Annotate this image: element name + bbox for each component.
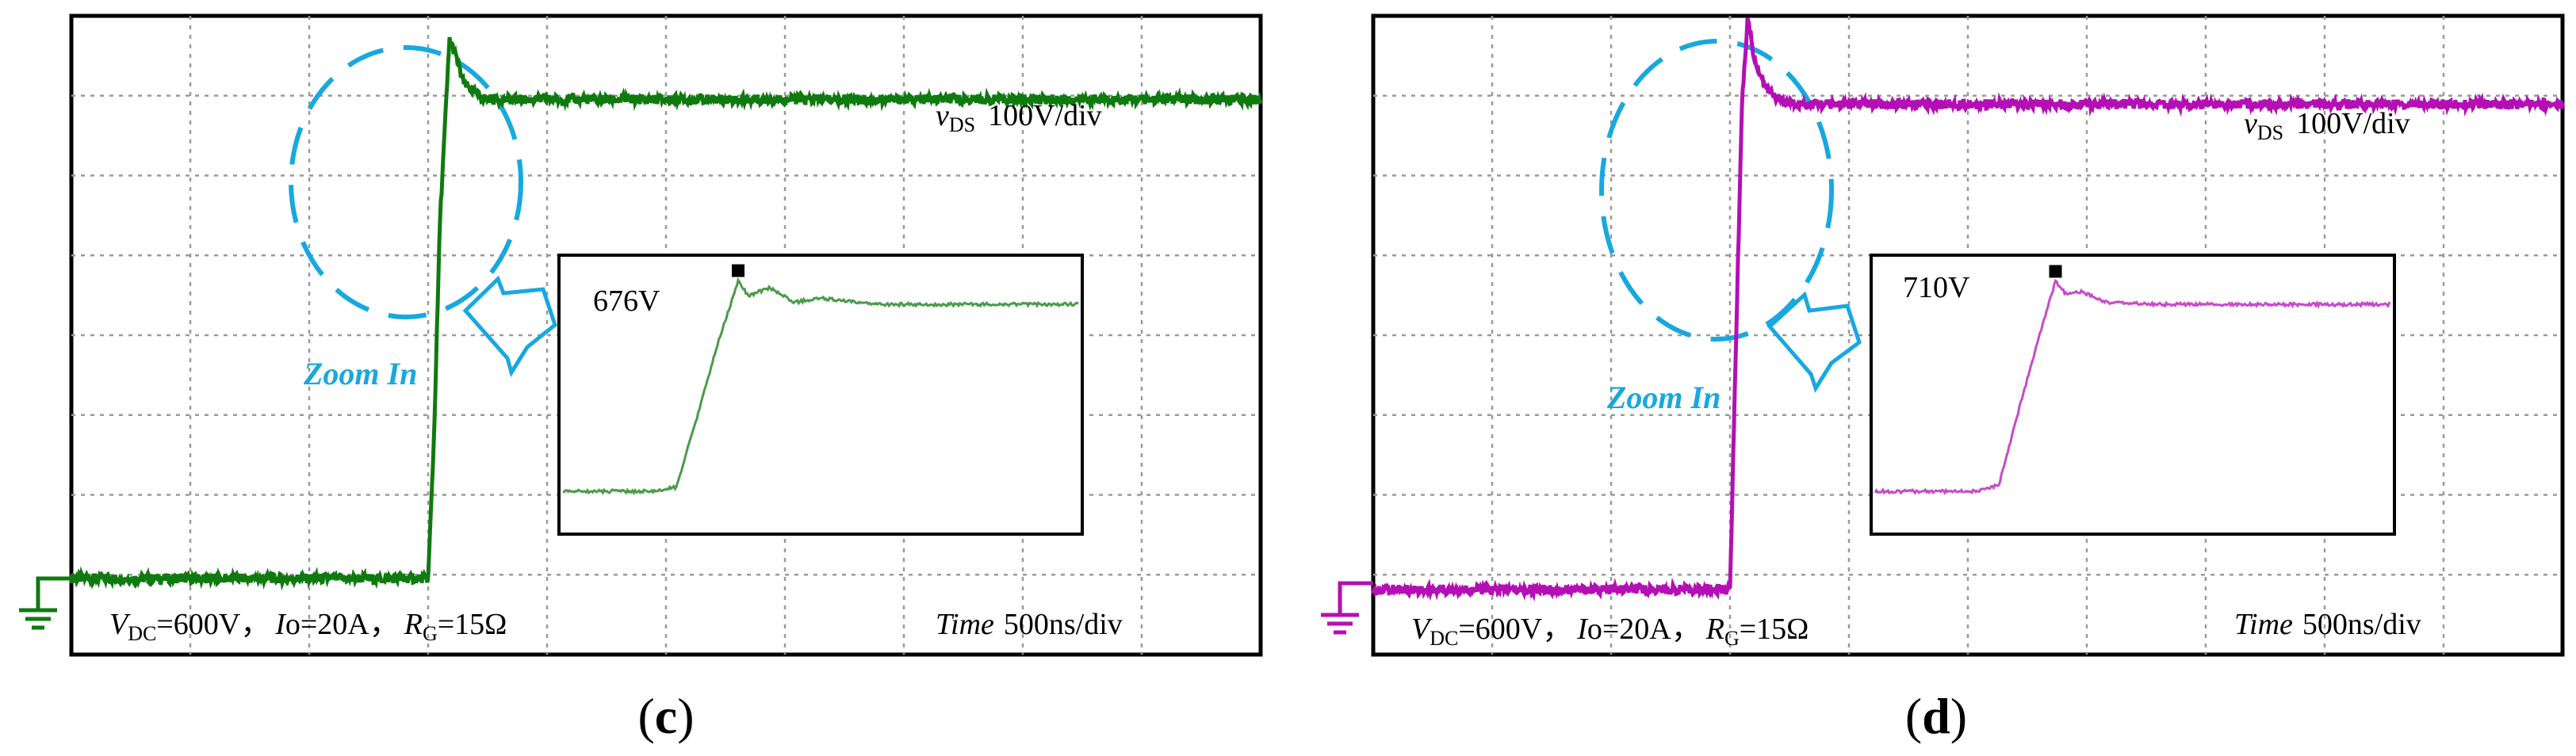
panel-d-waveform bbox=[1371, 17, 2565, 602]
panel-d-io-symbol: I bbox=[1576, 613, 1589, 646]
panel-d-letter: d bbox=[1922, 688, 1950, 744]
panel-d-channel-scale: 100V/div bbox=[2296, 107, 2410, 140]
panel-d-peak-marker bbox=[2049, 265, 2062, 278]
panel-c-inset-waveform bbox=[562, 277, 1079, 496]
panel-c-channel-scale: 100V/div bbox=[988, 99, 1102, 132]
panel-c-time-label: Time bbox=[936, 608, 994, 641]
panel-c-channel-label: vDS 100V/div bbox=[936, 99, 1102, 136]
panel-d-conditions: VDC=600V， Io=20A， RG=15Ω bbox=[1411, 613, 1809, 650]
panel-c-zoom-arrow bbox=[462, 275, 557, 378]
panel-d-time-scale: Time 500ns/div bbox=[2234, 608, 2421, 641]
panel-c-channel-sub: DS bbox=[949, 113, 975, 136]
panel-d-vdc-value: =600V， bbox=[1458, 613, 1572, 646]
panel-c-inset-peak-label: 676V bbox=[593, 284, 660, 318]
panel-c-channel-symbol: v bbox=[936, 99, 949, 132]
panel-d-time-value: 500ns/div bbox=[2302, 608, 2421, 641]
panel-c-time-scale: Time 500ns/div bbox=[936, 608, 1123, 641]
panel-c-vdc-sub: DC bbox=[128, 622, 156, 645]
panel-c-zoom-label: Zoom In bbox=[303, 356, 417, 391]
panel-d-rg-value: =15Ω bbox=[1740, 613, 1809, 646]
panel-d-label: (d) bbox=[1905, 688, 1967, 744]
panel-d-time-label: Time bbox=[2234, 608, 2293, 641]
panel-d-inset-frame bbox=[1870, 254, 2396, 536]
panel-c-rg-value: =15Ω bbox=[438, 608, 507, 641]
panel-c-inset-frame bbox=[557, 254, 1084, 536]
panel-d-channel-sub: DS bbox=[2257, 121, 2283, 144]
panel-c-io-symbol: I bbox=[274, 608, 287, 641]
panel-d-channel-label: vDS 100V/div bbox=[2244, 107, 2410, 144]
panel-c-zoom-ellipse bbox=[289, 45, 523, 319]
panel-c-letter: c bbox=[655, 688, 677, 744]
panel-d-inset-waveform bbox=[1874, 279, 2391, 495]
panel-c-label: (c) bbox=[637, 688, 694, 744]
panel-c-peak-marker bbox=[732, 264, 744, 277]
panel-d-zoom-label: Zoom In bbox=[1606, 380, 1721, 415]
panel-d-rg-symbol: R bbox=[1705, 613, 1724, 646]
panel-c: Zoom In 676V vDS 100V/div VDC=600V， Io=20A… bbox=[19, 13, 1263, 744]
panel-c-vdc-value: =600V， bbox=[156, 608, 270, 641]
panel-c-rg-symbol: R bbox=[404, 608, 423, 641]
panel-c-vdc-symbol: V bbox=[109, 608, 131, 641]
panel-d-channel-symbol: v bbox=[2244, 107, 2257, 140]
panel-c-conditions: VDC=600V， Io=20A， RG=15Ω bbox=[109, 608, 507, 645]
panel-d-io-value: o=20A， bbox=[1587, 613, 1701, 646]
panel-d-zoom-arrow bbox=[1766, 291, 1862, 393]
panel-c-ground-icon bbox=[19, 576, 71, 630]
panel-d-vdc-sub: DC bbox=[1430, 627, 1458, 650]
panel-d-rg-sub: G bbox=[1724, 627, 1740, 650]
panel-d-zoom-ellipse bbox=[1599, 39, 1834, 342]
panel-d-inset-peak-label: 710V bbox=[1903, 271, 1970, 304]
panel-c-waveform bbox=[69, 36, 1263, 591]
panel-d: Zoom In 710V vDS 100V/div VDC=600V， Io=20A… bbox=[1321, 13, 2565, 744]
panel-d-ground-icon bbox=[1321, 581, 1373, 635]
panel-c-io-value: o=20A， bbox=[285, 608, 400, 641]
panel-c-time-value: 500ns/div bbox=[1004, 608, 1123, 641]
panel-c-rg-sub: G bbox=[423, 622, 438, 645]
panel-d-vdc-symbol: V bbox=[1411, 613, 1433, 646]
